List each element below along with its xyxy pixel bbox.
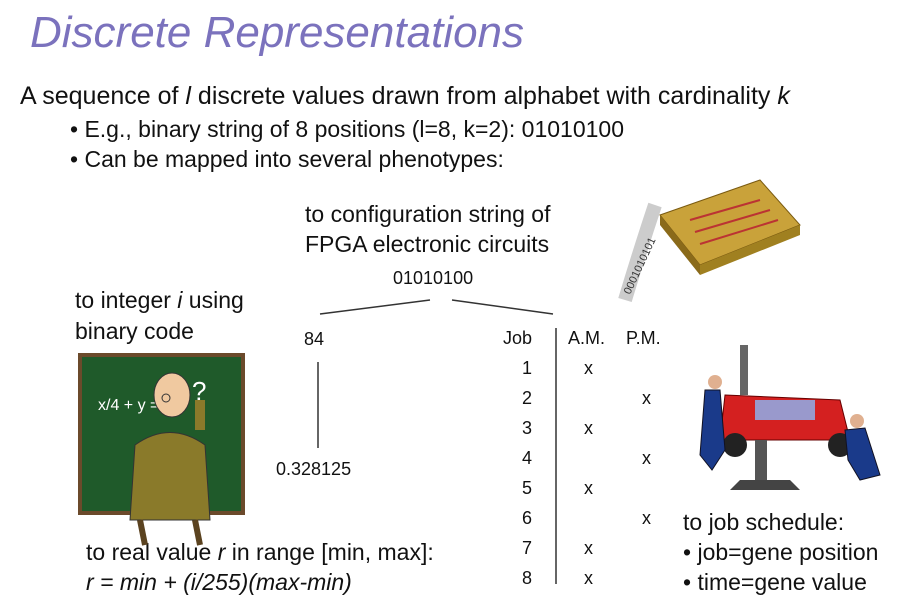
- job-number: 6: [521, 508, 532, 528]
- intro-mid: discrete values drawn from alphabet with…: [190, 82, 778, 110]
- bullet-2-text: Can be mapped into several phenotypes:: [84, 146, 504, 172]
- intro-var-l: l: [185, 82, 191, 110]
- line-to-integer: [319, 299, 431, 315]
- integer-label-pre: to integer: [75, 287, 178, 313]
- header-am: A.M.: [568, 328, 606, 348]
- schedule-bullet-1-text: job=gene position: [697, 539, 879, 565]
- am-mark: x: [584, 568, 593, 588]
- real-var: r: [217, 539, 226, 565]
- real-label-pre: to real value: [86, 539, 218, 565]
- intro-text: A sequence of l discrete values drawn fr…: [20, 82, 790, 111]
- root-string: 01010100: [393, 268, 474, 288]
- slide-title: Discrete Representations: [30, 8, 525, 57]
- pm-mark: x: [642, 448, 651, 468]
- job-number: 8: [521, 568, 532, 588]
- job-number: 5: [521, 478, 532, 498]
- job-number: 1: [521, 358, 532, 378]
- integer-value: 84: [304, 329, 325, 349]
- schedule-label: to job schedule:: [683, 509, 845, 535]
- intro-pre: A sequence of: [20, 82, 186, 110]
- header-pm: P.M.: [626, 328, 661, 348]
- real-value: 0.328125: [276, 459, 352, 479]
- real-formula: r = min + (i/255)(max-min): [86, 569, 352, 595]
- am-mark: x: [584, 358, 593, 378]
- bullet-2: • Can be mapped into several phenotypes:: [70, 146, 504, 172]
- board-formula: x/4 + y =: [98, 397, 159, 414]
- integer-label-line2: binary code: [75, 318, 194, 344]
- fpga-label-line1: to configuration string of: [305, 201, 551, 227]
- am-mark: x: [584, 478, 593, 498]
- intro-var-k: k: [777, 82, 790, 110]
- integer-label-post: using: [182, 287, 244, 313]
- svg-text:?: ?: [192, 376, 206, 406]
- bullet-1: • E.g., binary string of 8 positions (l=…: [70, 116, 624, 142]
- line-to-schedule: [451, 299, 554, 315]
- fpga-label-line2: FPGA electronic circuits: [305, 231, 550, 257]
- job-number: 7: [521, 538, 532, 558]
- integer-var: i: [177, 287, 183, 313]
- integer-label-line1: to integer i using: [75, 285, 244, 315]
- schedule-bullet-1: • job=gene position: [683, 539, 879, 565]
- schedule-bullet-2: • time=gene value: [683, 569, 867, 595]
- job-number: 4: [521, 448, 532, 468]
- real-label-post: in range [min, max]:: [225, 539, 434, 565]
- bullet-1-text: E.g., binary string of 8 positions (l=8,…: [84, 116, 624, 142]
- am-mark: x: [584, 418, 593, 438]
- job-number: 3: [521, 418, 532, 438]
- schedule-bullet-2-text: time=gene value: [697, 569, 867, 595]
- pm-mark: x: [642, 388, 651, 408]
- schedule-header-row: Job A.M. P.M.: [502, 328, 678, 358]
- real-label-line1: to real value r in range [min, max]:: [86, 537, 434, 567]
- am-mark: x: [584, 538, 593, 558]
- job-number: 2: [521, 388, 532, 408]
- pm-mark: x: [642, 508, 651, 528]
- header-job: Job: [502, 328, 532, 348]
